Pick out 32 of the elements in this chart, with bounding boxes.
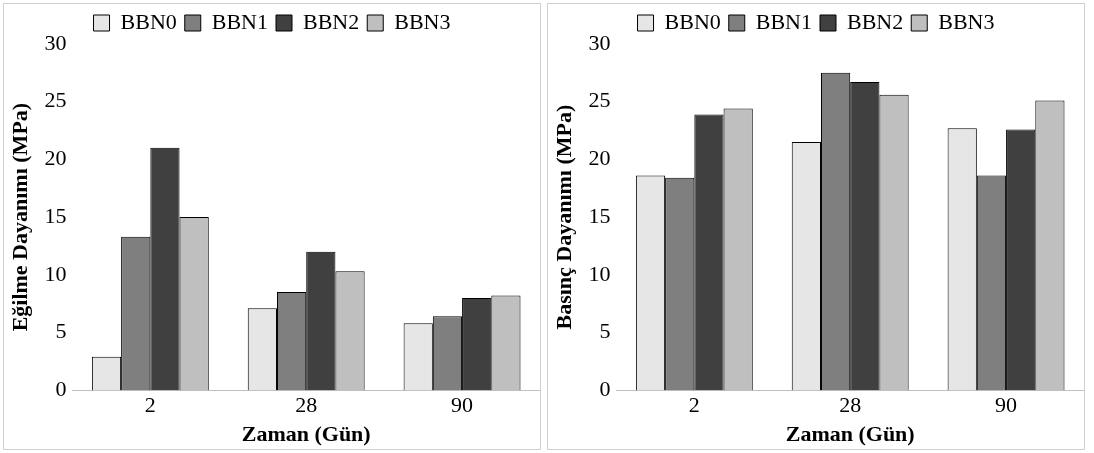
legend-label: BBN0 <box>664 8 721 34</box>
y-tick-label: 15 <box>44 202 67 228</box>
legend-label: BBN1 <box>211 8 269 34</box>
x-axis-title: Zaman (Gün) <box>241 421 371 447</box>
y-tick-label: 20 <box>588 145 611 171</box>
y-axis-title: Eğilme Dayanımı (MPa) <box>6 102 32 332</box>
y-tick-label: 10 <box>588 260 611 286</box>
y-tick-label: 10 <box>44 260 67 286</box>
x-tick-label: 28 <box>839 392 862 418</box>
y-tick-label: 30 <box>588 29 611 55</box>
legend-label: BBN2 <box>303 8 360 34</box>
y-tick-label: 30 <box>44 29 67 55</box>
y-axis-title: Basınç Dayanımı (MPa) <box>550 104 576 330</box>
x-axis-title: Zaman (Gün) <box>785 421 915 447</box>
x-tick-label: 2 <box>144 392 156 418</box>
y-tick-label: 0 <box>55 375 67 401</box>
legend-label: BBN3 <box>394 8 451 34</box>
x-tick-label: 2 <box>688 392 700 418</box>
y-tick-label: 5 <box>599 318 611 344</box>
y-tick-label: 0 <box>599 375 611 401</box>
y-tick-label: 5 <box>55 318 67 344</box>
x-tick-label: 90 <box>451 392 474 418</box>
legend-label: BBN3 <box>938 8 995 34</box>
legend-label: BBN0 <box>120 8 177 34</box>
x-tick-label: 90 <box>995 392 1018 418</box>
y-tick-label: 15 <box>588 202 611 228</box>
legend-label: BBN1 <box>755 8 813 34</box>
y-tick-label: 25 <box>588 87 611 113</box>
y-tick-label: 20 <box>44 145 67 171</box>
legend-label: BBN2 <box>847 8 904 34</box>
y-tick-label: 25 <box>44 87 67 113</box>
x-tick-label: 28 <box>295 392 318 418</box>
